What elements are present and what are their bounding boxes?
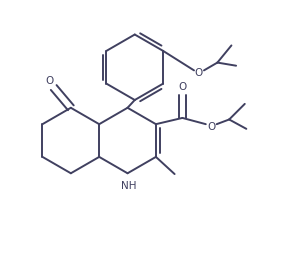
Text: O: O: [207, 121, 215, 131]
Text: O: O: [178, 82, 186, 91]
Text: O: O: [195, 68, 203, 78]
Text: O: O: [46, 75, 54, 85]
Text: NH: NH: [121, 180, 137, 190]
